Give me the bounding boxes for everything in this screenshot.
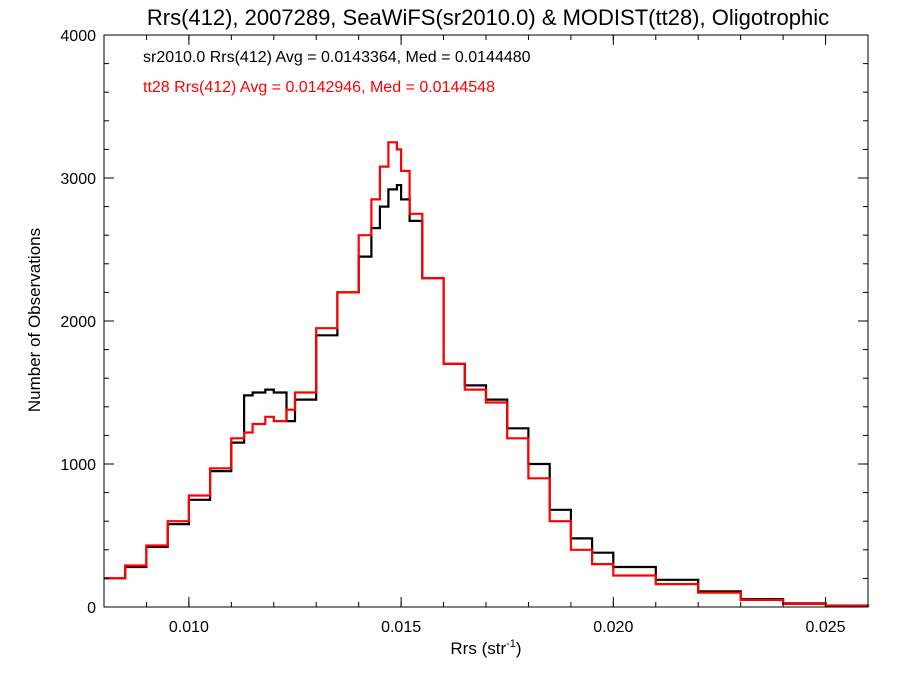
legend-text-tt28: tt28 Rrs(412) Avg = 0.0142946, Med = 0.0… xyxy=(143,79,495,96)
x-tick-label: 0.020 xyxy=(593,619,633,636)
y-tick-label: 3000 xyxy=(60,171,96,188)
series-line-tt28 xyxy=(104,141,870,607)
legend-text-sr2010: sr2010.0 Rrs(412) Avg = 0.0143364, Med =… xyxy=(143,49,531,66)
x-axis: 0.010 0.015 0.020 0.025 xyxy=(103,35,869,636)
chart-title: Rrs(412), 2007289, SeaWiFS(sr2010.0) & M… xyxy=(147,5,829,30)
series-line-sr2010.0 xyxy=(104,184,870,607)
y-axis: 0 1000 2000 3000 4000 xyxy=(60,28,868,617)
x-axis-label-main: Rrs (str xyxy=(450,639,506,658)
y-axis-label: Number of Observations xyxy=(25,228,44,412)
x-axis-label: Rrs (str-1) xyxy=(450,638,521,658)
x-axis-label-exponent: -1 xyxy=(506,638,516,650)
x-tick-label: 0.015 xyxy=(381,619,421,636)
y-tick-label: 2000 xyxy=(60,314,96,331)
x-tick-label: 0.025 xyxy=(806,619,846,636)
x-axis-label-close: ) xyxy=(516,639,522,658)
y-tick-label: 1000 xyxy=(60,457,96,474)
x-tick-label: 0.010 xyxy=(169,619,209,636)
y-tick-label: 4000 xyxy=(60,28,96,45)
y-tick-label: 0 xyxy=(87,600,96,617)
series-layer xyxy=(104,141,870,607)
